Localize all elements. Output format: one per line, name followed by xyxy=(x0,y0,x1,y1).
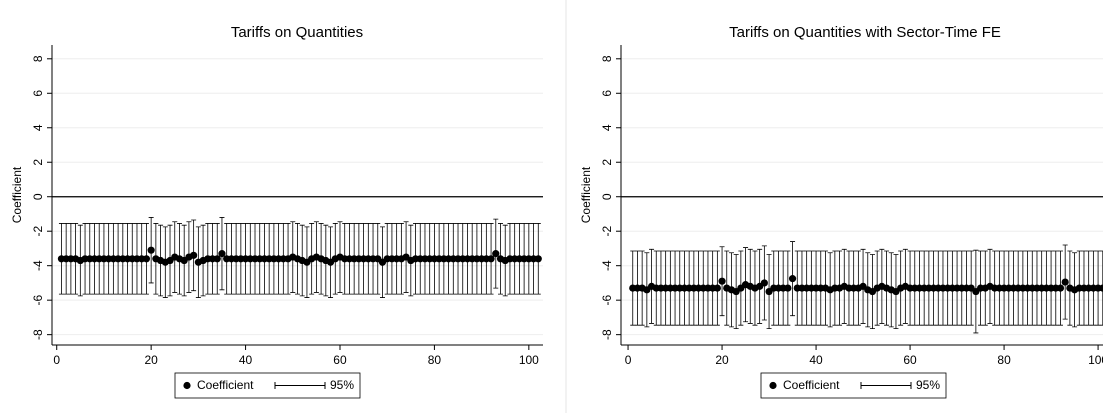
y-tick-label: -4 xyxy=(600,260,614,271)
x-tick-label: 80 xyxy=(997,353,1011,367)
legend-marker xyxy=(183,381,191,390)
y-tick-label: -2 xyxy=(600,226,614,237)
y-axis-label: Coefficient xyxy=(10,166,24,223)
point xyxy=(1099,284,1103,292)
legend-label: Coefficient xyxy=(197,378,254,392)
y-tick-label: 0 xyxy=(600,193,614,200)
y-tick-label: 8 xyxy=(31,55,45,62)
legend-marker xyxy=(769,381,777,390)
y-tick-label: 4 xyxy=(31,124,45,131)
point xyxy=(147,246,155,254)
legend-label: 95% xyxy=(330,378,354,392)
legend-marker xyxy=(274,382,326,389)
point xyxy=(142,255,151,263)
point xyxy=(784,284,792,292)
point xyxy=(492,250,500,258)
x-tick-label: 20 xyxy=(715,353,729,367)
legend-box xyxy=(174,372,361,399)
point xyxy=(713,284,721,292)
x-tick-label: 0 xyxy=(625,353,632,367)
point xyxy=(1061,278,1069,286)
point xyxy=(487,255,495,263)
x-tick-label: 60 xyxy=(903,353,917,367)
y-tick-label: 2 xyxy=(31,159,45,166)
y-tick-label: -2 xyxy=(31,226,45,237)
legend-label: Coefficient xyxy=(783,378,840,392)
y-tick-label: 6 xyxy=(600,90,614,97)
x-tick-label: 0 xyxy=(53,353,60,367)
point xyxy=(788,275,797,283)
y-tick-label: 6 xyxy=(31,90,45,97)
point xyxy=(190,251,198,259)
y-axis-label: Coefficient xyxy=(579,166,593,223)
x-tick-label: 80 xyxy=(428,353,442,367)
x-tick-label: 60 xyxy=(333,353,347,367)
y-tick-label: -4 xyxy=(31,260,45,271)
point xyxy=(534,255,542,263)
legend-label: 95% xyxy=(916,378,940,392)
point xyxy=(760,279,768,287)
y-tick-label: -8 xyxy=(600,329,614,340)
point xyxy=(718,277,726,285)
point xyxy=(1056,284,1065,292)
legend-marker xyxy=(860,382,912,389)
point xyxy=(213,255,221,263)
y-tick-label: 2 xyxy=(600,159,614,166)
x-tick-label: 40 xyxy=(809,353,823,367)
y-tick-label: -6 xyxy=(31,295,45,306)
point xyxy=(218,250,226,258)
y-tick-label: 0 xyxy=(31,193,45,200)
y-tick-label: 4 xyxy=(600,124,614,131)
y-tick-label: 8 xyxy=(600,55,614,62)
x-tick-label: 100 xyxy=(1088,353,1103,367)
chart-title: Tariffs on Quantities with Sector-Time F… xyxy=(729,24,1001,41)
y-tick-label: -6 xyxy=(600,295,614,306)
y-tick-label: -8 xyxy=(31,329,45,340)
x-tick-label: 40 xyxy=(239,353,253,367)
chart-title: Tariffs on Quantities xyxy=(231,24,363,41)
x-tick-label: 20 xyxy=(144,353,158,367)
legend-box xyxy=(760,372,947,399)
x-tick-label: 100 xyxy=(519,353,539,367)
